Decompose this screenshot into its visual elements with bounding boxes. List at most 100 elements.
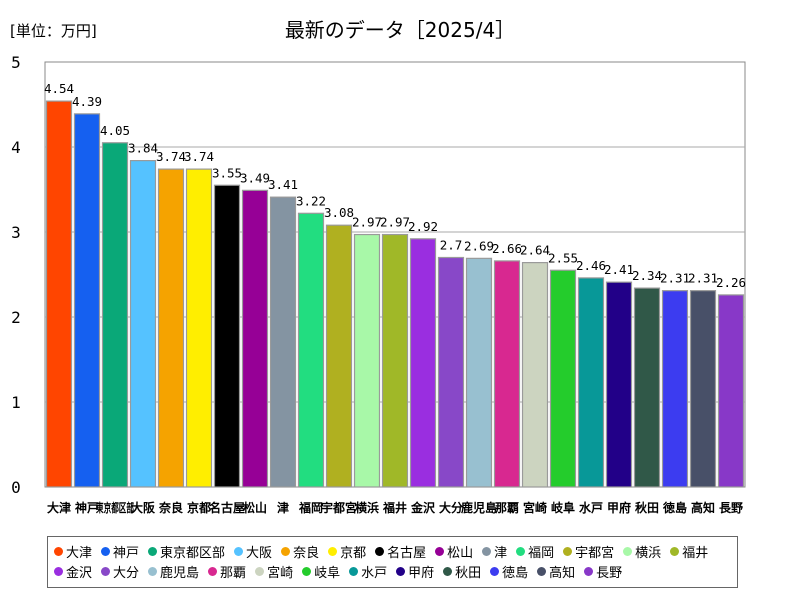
bar-20 [577, 277, 605, 488]
legend-label: 大津 [66, 545, 93, 561]
x-tick-label: 名古屋 [209, 500, 245, 515]
legend-item: 大阪 [234, 541, 272, 561]
legend-item: 大津 [54, 541, 92, 561]
x-tick-label: 秋田 [635, 500, 659, 515]
x-tick-label: 大阪 [131, 500, 156, 515]
legend-label: 那覇 [220, 565, 247, 581]
bar-6 [185, 168, 213, 488]
x-tick-label: 鹿児島 [461, 500, 497, 515]
value-label: 3.74 [184, 149, 214, 164]
x-tick-label: 神戸 [75, 500, 99, 515]
y-tick-label: 2 [11, 308, 21, 327]
bar-17 [493, 260, 521, 488]
legend-item: 京都 [328, 541, 366, 561]
x-tick-label: 横浜 [355, 500, 379, 515]
bar-4 [129, 160, 157, 488]
legend-label: 徳島 [502, 565, 529, 581]
legend-item: 横浜 [623, 541, 661, 561]
legend-label: 宮崎 [267, 565, 294, 581]
legend-marker [101, 566, 111, 576]
legend-item: 奈良 [281, 541, 319, 561]
bar-5 [157, 168, 185, 488]
legend-item: 鹿児島 [148, 561, 199, 581]
legend-label: 秋田 [455, 565, 482, 581]
legend-item: 那覇 [208, 561, 246, 581]
legend-item: 津 [482, 541, 507, 561]
legend-item: 甲府 [396, 561, 434, 581]
legend-marker [101, 546, 111, 556]
legend-item: 秋田 [443, 561, 481, 581]
legend-label: 甲府 [408, 565, 435, 581]
legend: 大津 神戸 東京都区部 大阪 奈良 京都 名古屋 松山 津 福岡 宇都宮 横浜 福井 金沢 大分 鹿児島 那覇 宮… [47, 536, 738, 588]
legend-marker [375, 546, 385, 556]
value-label: 2.55 [548, 250, 578, 265]
legend-item: 福井 [670, 541, 708, 561]
x-tick-label: 京都 [187, 500, 211, 515]
bar-22 [633, 287, 661, 488]
y-tick-label: 5 [11, 53, 21, 72]
legend-item: 福岡 [516, 541, 554, 561]
legend-marker [54, 566, 63, 576]
x-tick-label: 福岡 [298, 500, 323, 515]
x-tick-label: 大分 [439, 500, 463, 515]
legend-marker [516, 546, 526, 556]
legend-marker [148, 566, 158, 576]
legend-label: 高知 [549, 565, 576, 581]
legend-marker [302, 566, 312, 576]
legend-item: 宮崎 [255, 561, 293, 581]
legend-label: 奈良 [293, 545, 320, 561]
bar-24 [689, 290, 717, 488]
legend-marker [281, 546, 291, 556]
legend-marker [208, 566, 218, 576]
value-label: 2.31 [688, 271, 718, 286]
value-label: 2.92 [408, 219, 438, 234]
x-tick-label: 奈良 [158, 500, 183, 515]
legend-item: 松山 [435, 541, 473, 561]
legend-marker [349, 566, 359, 576]
value-label: 2.69 [464, 238, 494, 253]
x-tick-label: 宇都宮 [321, 500, 357, 515]
value-label: 3.84 [128, 141, 158, 156]
bar-3 [101, 142, 129, 488]
legend-label: 名古屋 [387, 545, 427, 561]
legend-item: 高知 [537, 561, 575, 581]
bar-chart: 0 1 2 3 4 5 4.54 大津 4.39 神戸 4.05 東京都区部 3.84 大阪 3.74 奈良 3… [11, 53, 746, 515]
bar-11 [325, 224, 353, 488]
x-tick-label: 甲府 [607, 500, 631, 515]
value-label: 2.41 [604, 262, 634, 277]
legend-item: 神戸 [101, 541, 139, 561]
legend-marker [328, 546, 338, 556]
bar-2 [73, 113, 101, 488]
legend-item: 宇都宮 [563, 541, 614, 561]
legend-marker [537, 566, 547, 576]
value-label: 4.54 [44, 81, 74, 96]
x-tick-label: 長野 [719, 500, 743, 515]
x-tick-label: 東京都区部 [96, 500, 134, 515]
x-tick-label: 徳島 [662, 500, 687, 515]
legend-marker [54, 546, 63, 556]
legend-marker [482, 546, 492, 556]
legend-item: 水戸 [349, 561, 387, 581]
value-label: 2.97 [380, 215, 410, 230]
legend-label: 宇都宮 [575, 545, 615, 561]
bar-1 [45, 100, 73, 488]
y-tick-label: 3 [11, 223, 21, 242]
x-tick-label: 水戸 [579, 500, 603, 515]
legend-label: 神戸 [113, 545, 140, 561]
value-label: 3.08 [324, 205, 354, 220]
legend-item: 岐阜 [302, 561, 340, 581]
bar-15 [437, 256, 465, 488]
legend-marker [234, 546, 244, 556]
bar-16 [465, 257, 493, 488]
legend-label: 横浜 [635, 545, 662, 561]
bar-18 [521, 262, 549, 488]
bar-25 [717, 294, 745, 488]
y-tick-label: 1 [11, 393, 21, 412]
bar-23 [661, 290, 689, 488]
bar-7 [213, 184, 241, 488]
legend-label: 津 [494, 545, 508, 561]
legend-label: 金沢 [66, 565, 93, 581]
chart-title: 最新のデータ［2025/4］ [284, 18, 516, 42]
bar-8 [241, 189, 269, 488]
legend-marker [443, 566, 453, 576]
